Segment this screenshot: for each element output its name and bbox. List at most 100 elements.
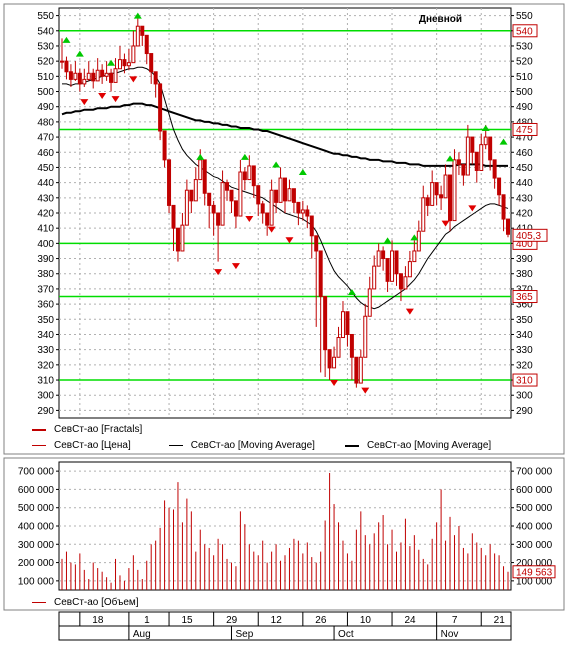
price-tick-label-right: 490 [516, 102, 533, 113]
price-candle [430, 182, 435, 206]
level-label: 310 [516, 376, 533, 387]
price-candle [126, 62, 131, 67]
price-candle [390, 250, 395, 282]
last-price-label: 405,3 [516, 231, 541, 242]
price-candle [220, 182, 225, 226]
legend-ma-fast: СевСт-ао [Moving Average] [168, 440, 315, 451]
volume-tick-label-left: 300 000 [18, 540, 55, 551]
price-candle [216, 212, 221, 226]
price-candle [367, 288, 372, 317]
legend-volume-label: СевСт-ао [Объем] [54, 597, 139, 608]
fractal-up-marker [75, 50, 84, 57]
volume-tick-label-left: 500 000 [18, 503, 55, 514]
price-tick-label-left: 310 [37, 376, 54, 387]
price-candle [251, 165, 256, 187]
price-candle [184, 189, 189, 226]
price-tick-label-right: 290 [516, 406, 533, 417]
volume-tick-label-left: 700 000 [18, 467, 55, 478]
price-candle [104, 72, 109, 77]
level-label-box [512, 24, 538, 38]
fractal-up-marker [62, 36, 71, 43]
price-tick-label-left: 460 [37, 148, 54, 159]
legend-fractals: СевСт-ао [Fractals] [32, 424, 142, 435]
ma-slow-line [61, 102, 508, 167]
price-candle [300, 209, 305, 214]
price-tick-label-left: 490 [37, 102, 54, 113]
price-candle [242, 171, 247, 181]
price-candle [474, 151, 479, 171]
price-tick-label-left: 480 [37, 117, 54, 128]
price-tick-label-right: 330 [516, 345, 533, 356]
price-candle [305, 209, 310, 217]
month-label: Nov [441, 629, 459, 640]
legend-price-swatch [32, 445, 46, 446]
volume-tick-label-left: 600 000 [18, 485, 55, 496]
time-axis: 18 1 15 29 12 26 10 24 7 21 Aug Sep Oct Nov [58, 611, 512, 641]
fractal-up-marker [133, 12, 142, 19]
price-candle [269, 189, 274, 226]
price-candle [443, 174, 448, 199]
price-candle [434, 182, 439, 196]
volume-panel: 100 000 100 000 200 000 200 000 300 000 300 0… [18, 461, 556, 591]
day-label: 26 [315, 615, 327, 626]
day-label: 29 [226, 615, 238, 626]
last-volume-label: 149 563 [516, 567, 553, 578]
price-legend: СевСт-ао [Fractals] [32, 424, 170, 435]
price-candle [385, 258, 390, 282]
price-tick-label-right: 460 [516, 148, 533, 159]
price-candle [376, 250, 381, 267]
price-candle [381, 250, 386, 260]
legend-ma-fast-label: СевСт-ао [Moving Average] [190, 440, 315, 451]
fractal-down-marker [468, 205, 477, 212]
price-candle [202, 159, 207, 194]
price-candle [506, 218, 510, 235]
price-tick-label-left: 380 [37, 269, 54, 280]
price-candle [95, 69, 100, 82]
level-label: 540 [516, 26, 533, 37]
price-tick-label-right: 480 [516, 117, 533, 128]
legend-volume: СевСт-ао [Объем] [32, 597, 139, 608]
price-tick-label-right: 390 [516, 254, 533, 265]
price-tick-label-left: 400 [37, 239, 54, 250]
price-candle [158, 83, 163, 132]
price-tick-label-left: 340 [37, 330, 54, 341]
price-tick-label-left: 550 [37, 11, 54, 22]
volume-tick-label-right: 500 000 [516, 503, 553, 514]
price-candle [86, 72, 91, 80]
price-candle [488, 136, 493, 161]
price-candle [394, 250, 399, 275]
month-label: Aug [133, 629, 151, 640]
price-candle [501, 194, 506, 220]
price-tick-label-left: 290 [37, 406, 54, 417]
price-tick-label-right: 320 [516, 360, 533, 371]
volume-legend: СевСт-ао [Объем] [32, 597, 167, 608]
price-panel: 290 290 300 300 310 310 320 320 330 330 340 340 350 3… [37, 7, 548, 419]
price-candle [318, 250, 323, 298]
price-candle [465, 136, 470, 176]
price-candle [403, 276, 408, 290]
last-price-box [512, 228, 548, 242]
volume-tick-label-left: 100 000 [18, 576, 55, 587]
price-candle [349, 333, 354, 358]
price-candle [109, 72, 114, 83]
price-candle [340, 311, 345, 339]
price-tick-label-left: 470 [37, 133, 54, 144]
fractal-down-marker [267, 226, 276, 233]
price-candle [211, 204, 216, 214]
fractal-up-marker [410, 234, 419, 241]
price-tick-label-left: 370 [37, 284, 54, 295]
price-candle [287, 188, 292, 202]
price-tick-label-left: 410 [37, 224, 54, 235]
price-tick-label-left: 350 [37, 315, 54, 326]
fractal-down-marker [405, 308, 414, 315]
month-label: Sep [235, 629, 253, 640]
price-tick-label-right: 340 [516, 330, 533, 341]
price-candle [492, 159, 497, 179]
price-candle [131, 45, 136, 64]
level-label-box [512, 373, 538, 387]
volume-tick-label-right: 400 000 [516, 522, 553, 533]
price-candle [283, 177, 287, 202]
fractal-down-marker [330, 380, 339, 387]
day-label: 15 [181, 615, 193, 626]
